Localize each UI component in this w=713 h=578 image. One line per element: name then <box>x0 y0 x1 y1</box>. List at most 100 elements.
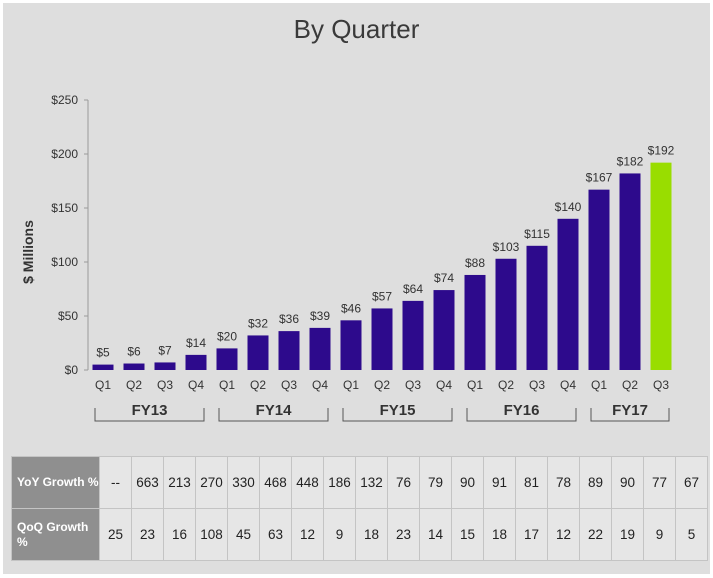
x-tick-label: Q1 <box>95 378 111 392</box>
table-cell: 90 <box>611 456 644 509</box>
table-cell: 81 <box>515 456 548 509</box>
table-cell: 14 <box>419 508 452 561</box>
bar-value-label: $88 <box>465 256 485 270</box>
group-label: FY14 <box>256 402 293 419</box>
table-cell: 186 <box>323 456 356 509</box>
row-header: QoQ Growth % <box>11 508 100 561</box>
bar <box>371 308 393 370</box>
bar-value-label: $192 <box>648 144 675 158</box>
group-label: FY16 <box>504 402 540 419</box>
y-tick-label: $50 <box>58 309 78 323</box>
table-cell: 67 <box>675 456 708 509</box>
bar-value-label: $36 <box>279 312 299 326</box>
table-cell: -- <box>99 456 132 509</box>
x-tick-label: Q2 <box>126 378 142 392</box>
growth-table: YoY Growth % -- 663 213 270 330 468 448 186 132 76… <box>11 456 708 561</box>
table-cell: 76 <box>387 456 420 509</box>
group-bracket <box>94 408 205 422</box>
table-cell: 77 <box>643 456 676 509</box>
row-header: YoY Growth % <box>11 456 100 509</box>
x-tick-label: Q4 <box>312 378 328 392</box>
table-cell: 23 <box>131 508 164 561</box>
bar-value-label: $103 <box>493 240 520 254</box>
bar <box>154 362 176 370</box>
bar <box>402 300 424 370</box>
chart-title: By Quarter <box>293 14 420 44</box>
table-cell: 91 <box>483 456 516 509</box>
bar <box>216 348 238 370</box>
bar <box>526 245 548 370</box>
y-tick-label: $250 <box>51 93 78 107</box>
x-tick-label: Q2 <box>250 378 266 392</box>
x-tick-label: Q3 <box>157 378 173 392</box>
table-cell: 90 <box>451 456 484 509</box>
x-tick-label: Q3 <box>529 378 545 392</box>
table-cell: 270 <box>195 456 228 509</box>
x-tick-label: Q3 <box>405 378 421 392</box>
table-cell: 468 <box>259 456 292 509</box>
y-tick-label: $100 <box>51 255 78 269</box>
x-tick-label: Q1 <box>219 378 235 392</box>
x-tick-label: Q1 <box>343 378 359 392</box>
bar <box>495 258 517 370</box>
y-tick-label: $150 <box>51 201 78 215</box>
x-tick-label: Q4 <box>560 378 576 392</box>
table-row: QoQ Growth % 25 23 16 108 45 63 12 9 18 23 14 15 18 17… <box>11 508 708 561</box>
bar-value-label: $39 <box>310 309 330 323</box>
bar-value-label: $167 <box>586 171 613 185</box>
x-tick-label: Q4 <box>436 378 452 392</box>
table-cell: 22 <box>579 508 612 561</box>
bar-value-label: $182 <box>617 154 644 168</box>
table-cell: 213 <box>163 456 196 509</box>
table-cell: 16 <box>163 508 196 561</box>
bar <box>247 335 269 370</box>
table-cell: 5 <box>675 508 708 561</box>
table-cell: 45 <box>227 508 260 561</box>
bar <box>309 327 331 370</box>
y-axis-title: $ Millions <box>20 220 36 284</box>
table-cell: 448 <box>291 456 324 509</box>
table-cell: 17 <box>515 508 548 561</box>
x-tick-label: Q1 <box>467 378 483 392</box>
table-cell: 15 <box>451 508 484 561</box>
bar-value-label: $74 <box>434 271 454 285</box>
table-cell: 63 <box>259 508 292 561</box>
x-tick-label: Q2 <box>498 378 514 392</box>
y-tick-label: $0 <box>65 363 79 377</box>
bar <box>619 173 641 370</box>
table-cell: 79 <box>419 456 452 509</box>
bar-value-label: $115 <box>524 227 550 241</box>
bar-value-label: $64 <box>403 282 423 296</box>
bar <box>92 364 114 370</box>
table-cell: 89 <box>579 456 612 509</box>
table-cell: 9 <box>643 508 676 561</box>
table-cell: 330 <box>227 456 260 509</box>
x-tick-label: Q4 <box>188 378 204 392</box>
table-row: YoY Growth % -- 663 213 270 330 468 448 186 132 76… <box>11 456 708 509</box>
group-bracket <box>590 408 670 422</box>
bar <box>340 320 362 370</box>
bar-value-label: $46 <box>341 301 361 315</box>
table-cell: 18 <box>355 508 388 561</box>
bar-value-label: $7 <box>158 343 172 357</box>
y-tick-label: $200 <box>51 147 78 161</box>
table-cell: 108 <box>195 508 228 561</box>
bar-value-label: $57 <box>372 289 392 303</box>
bar-value-label: $5 <box>96 346 110 360</box>
table-cell: 78 <box>547 456 580 509</box>
x-tick-label: Q2 <box>374 378 390 392</box>
table-cell: 663 <box>131 456 164 509</box>
x-tick-label: Q3 <box>653 378 669 392</box>
group-label: FY17 <box>612 402 648 419</box>
table-cell: 9 <box>323 508 356 561</box>
bar-value-label: $20 <box>217 329 237 343</box>
table-cell: 18 <box>483 508 516 561</box>
bar-value-label: $6 <box>127 345 141 359</box>
group-bracket <box>466 408 577 422</box>
table-cell: 12 <box>291 508 324 561</box>
table-cell: 25 <box>99 508 132 561</box>
bar <box>123 363 145 370</box>
bar-chart: $0 $50 $100 $150 $200 $250 $ Millions $5 Q1 $6 Q2 $… <box>20 93 675 422</box>
group-label: FY15 <box>380 402 416 419</box>
group-bracket <box>342 408 453 422</box>
